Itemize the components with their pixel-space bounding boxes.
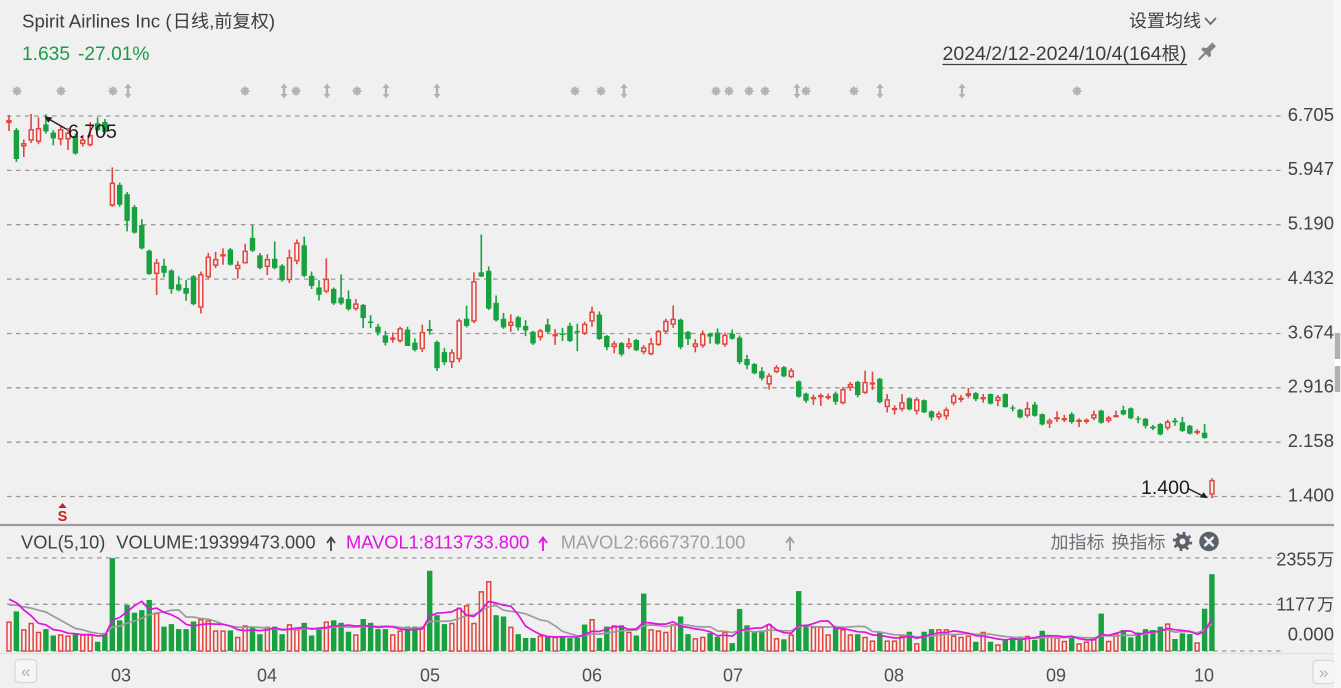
svg-text:04: 04 (257, 666, 277, 686)
svg-text:-27.01%: -27.01% (78, 44, 149, 65)
svg-text:«: « (21, 662, 30, 681)
svg-text:6.705: 6.705 (1288, 104, 1334, 125)
svg-text:08: 08 (884, 666, 904, 686)
svg-text:1.400: 1.400 (1141, 477, 1190, 499)
svg-text:2355: 2355 (1276, 550, 1316, 570)
svg-text:): ) (1180, 43, 1187, 65)
svg-text:VOL(5,10): VOL(5,10) (21, 532, 105, 553)
svg-text:): ) (269, 11, 275, 32)
svg-text:S: S (58, 509, 68, 525)
svg-text:MAVOL1:8113733.800: MAVOL1:8113733.800 (346, 532, 529, 553)
svg-text:2024/2/12-2024/10/4(164: 2024/2/12-2024/10/4(164 (943, 43, 1162, 65)
svg-text:5.190: 5.190 (1288, 213, 1334, 234)
svg-text:10: 10 (1194, 666, 1214, 686)
svg-text:MAVOL2:6667370.100: MAVOL2:6667370.100 (561, 532, 746, 553)
svg-text:1177: 1177 (1276, 595, 1315, 615)
svg-text:VOLUME:19399473.000: VOLUME:19399473.000 (116, 532, 315, 553)
svg-text:5.947: 5.947 (1288, 158, 1334, 179)
svg-text:03: 03 (111, 666, 131, 686)
svg-text:2.158: 2.158 (1288, 430, 1334, 451)
svg-text:Spirit Airlines Inc (: Spirit Airlines Inc ( (22, 11, 172, 32)
svg-text:06: 06 (582, 666, 602, 686)
svg-text:1.635: 1.635 (22, 44, 70, 65)
svg-text:1.400: 1.400 (1288, 484, 1334, 505)
svg-text:,: , (209, 11, 214, 32)
svg-text:0.000: 0.000 (1288, 624, 1334, 645)
svg-text:4.432: 4.432 (1288, 267, 1334, 288)
svg-text:6.705: 6.705 (68, 121, 117, 143)
svg-text:»: » (1319, 663, 1328, 682)
svg-text:3.674: 3.674 (1288, 321, 1334, 342)
svg-text:2.916: 2.916 (1288, 376, 1334, 397)
svg-text:07: 07 (723, 666, 743, 686)
svg-text:05: 05 (420, 666, 440, 686)
svg-text:09: 09 (1046, 666, 1066, 686)
